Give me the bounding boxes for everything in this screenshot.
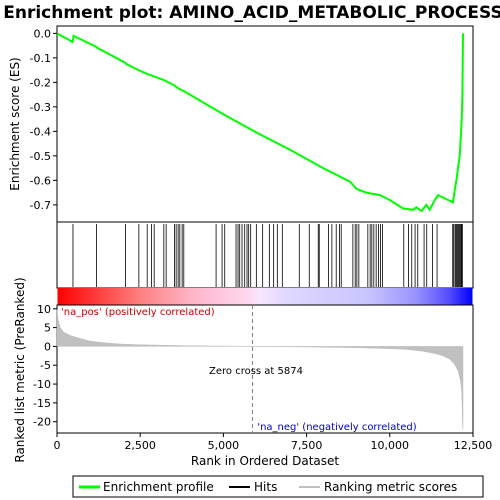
chart-title: Enrichment plot: AMINO_ACID_METABOLIC_PR… (3, 3, 500, 23)
metric-y-tick-label: 10 (37, 303, 51, 316)
hit-marks (72, 224, 463, 287)
metric-y-axis-label: Ranked list metric (PreRanked) (13, 277, 27, 462)
es-panel-frame (56, 25, 474, 223)
metric-y-ticks: 10 5 0 -5 -10 -15 -20 (33, 303, 57, 429)
metric-y-tick-label: -15 (33, 397, 51, 410)
es-y-axis-label: Enrichment score (ES) (8, 57, 22, 190)
rank-heatmap-bar (57, 288, 473, 305)
es-y-tick-label: -0.7 (30, 199, 51, 212)
x-tick-label: 12,500 (454, 439, 493, 452)
positive-label: 'na_pos' (positively correlated) (61, 307, 215, 318)
x-tick-label: 5,000 (208, 439, 240, 452)
es-panel: 0.0 -0.1 -0.2 -0.3 -0.4 -0.5 -0.6 -0.7 Enrichme… (8, 25, 474, 223)
x-tick-label: 2,500 (124, 439, 156, 452)
es-y-tick-label: -0.1 (30, 52, 51, 65)
metric-y-tick-label: 5 (44, 322, 51, 335)
zero-cross-label: Zero cross at 5874 (209, 366, 303, 377)
x-axis-label: Rank in Ordered Dataset (191, 454, 339, 468)
legend-metric-label: Ranking metric scores (324, 480, 457, 494)
metric-y-tick-label: -10 (33, 378, 51, 391)
metric-scores (56, 309, 464, 430)
es-y-tick-label: -0.2 (30, 76, 51, 89)
metric-y-tick-label: -5 (40, 359, 51, 372)
es-y-ticks: 0.0 -0.1 -0.2 -0.3 -0.4 -0.5 -0.6 -0.7 (30, 27, 57, 212)
hits-panel (56, 221, 474, 289)
metric-y-tick-label: -20 (33, 416, 51, 429)
es-profile (56, 32, 464, 213)
es-y-tick-label: -0.6 (30, 174, 51, 187)
es-y-tick-label: -0.3 (30, 101, 51, 114)
legend-box (72, 475, 484, 498)
es-y-tick-label: 0.0 (34, 27, 52, 40)
x-ticks: 0 2,500 5,000 7,500 10,000 12,500 (54, 433, 493, 452)
legend: Enrichment profile Hits Ranking metric s… (72, 475, 484, 498)
es-y-tick-label: -0.4 (30, 125, 51, 138)
x-tick-label: 10,000 (371, 439, 410, 452)
metric-y-tick-label: 0 (44, 340, 51, 353)
metric-panel-frame (56, 304, 474, 434)
hits-panel-frame (56, 221, 474, 289)
legend-hits-label: Hits (254, 480, 277, 494)
es-profile-line (56, 32, 464, 213)
heatmap-gradient (57, 288, 473, 305)
es-y-tick-label: -0.5 (30, 150, 51, 163)
metric-panel: 10 5 0 -5 -10 -15 -20 'na_pos' (positively cor… (13, 277, 474, 463)
legend-enrichment-label: Enrichment profile (103, 480, 214, 494)
metric-area-fill (56, 309, 464, 430)
negative-label: 'na_neg' (negatively correlated) (257, 422, 416, 433)
x-tick-label: 0 (54, 439, 61, 452)
x-tick-label: 7,500 (291, 439, 323, 452)
